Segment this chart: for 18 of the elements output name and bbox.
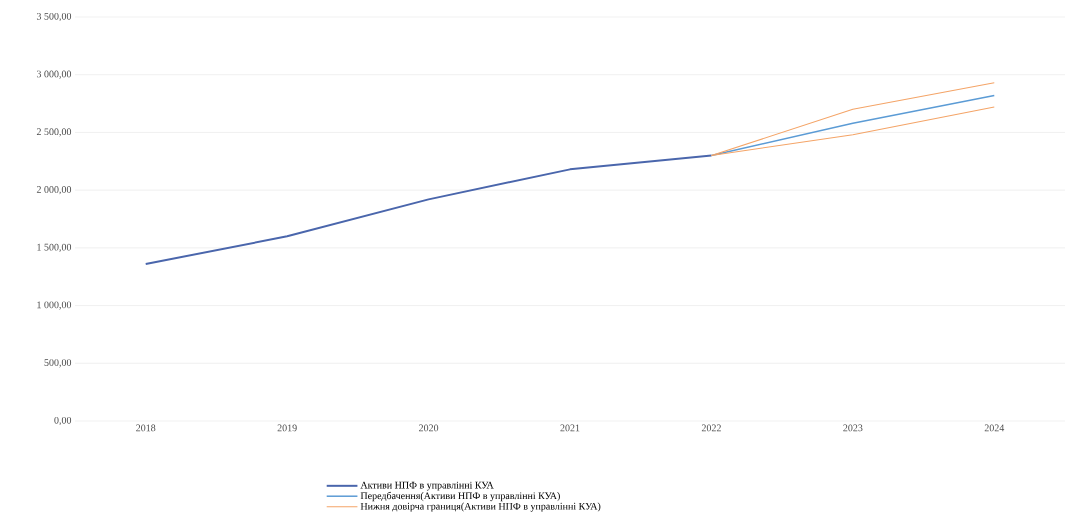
x-tick-label: 2018	[136, 424, 156, 432]
y-tick-label: 2 000,00	[36, 186, 72, 195]
x-tick-label: 2020	[419, 424, 439, 432]
x-tick-label: 2021	[560, 424, 580, 432]
y-tick-label: 0,00	[54, 416, 72, 426]
x-tick-label: 2019	[277, 424, 297, 432]
x-tick-label: 2022	[701, 424, 721, 432]
y-tick-label: 1 000,00	[37, 301, 72, 310]
y-tick-label: 500,00	[44, 359, 72, 368]
x-tick-label: 2023	[843, 424, 863, 432]
legend-label: Активи НПФ в управлінні КУА	[360, 481, 494, 491]
y-tick-label: 1 500,00	[37, 243, 72, 252]
legend-label: Нижня довірча границя(Активи НПФ в управлінні КУА)	[360, 502, 601, 512]
y-tick-label: 2 500,00	[36, 128, 72, 137]
legend-label: Передбачення(Активи НПФ в управлінні КУА)	[360, 491, 560, 502]
x-tick-label: 2024	[984, 424, 1005, 432]
y-tick-label: 3 500,00	[36, 12, 72, 22]
y-tick-label: 3 000,00	[36, 70, 72, 79]
